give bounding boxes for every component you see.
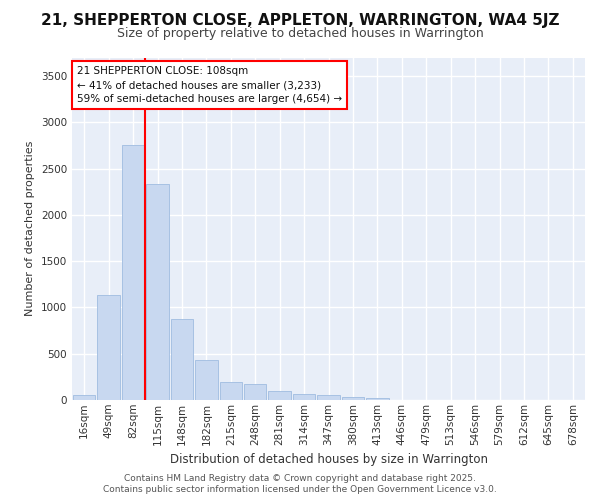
Bar <box>122 144 145 400</box>
Bar <box>317 396 340 400</box>
Text: Size of property relative to detached houses in Warrington: Size of property relative to detached ho… <box>116 28 484 40</box>
Bar <box>244 384 266 400</box>
Y-axis label: Number of detached properties: Number of detached properties <box>25 141 35 316</box>
X-axis label: Distribution of detached houses by size in Warrington: Distribution of detached houses by size … <box>170 453 487 466</box>
Text: 21 SHEPPERTON CLOSE: 108sqm
← 41% of detached houses are smaller (3,233)
59% of : 21 SHEPPERTON CLOSE: 108sqm ← 41% of det… <box>77 66 342 104</box>
Text: 21, SHEPPERTON CLOSE, APPLETON, WARRINGTON, WA4 5JZ: 21, SHEPPERTON CLOSE, APPLETON, WARRINGT… <box>41 12 559 28</box>
Bar <box>97 296 120 400</box>
Bar <box>220 382 242 400</box>
Bar <box>73 396 95 400</box>
Bar <box>268 391 291 400</box>
Bar <box>195 360 218 400</box>
Bar <box>170 318 193 400</box>
Text: Contains HM Land Registry data © Crown copyright and database right 2025.
Contai: Contains HM Land Registry data © Crown c… <box>103 474 497 494</box>
Bar <box>341 397 364 400</box>
Bar <box>293 394 316 400</box>
Bar <box>366 398 389 400</box>
Bar <box>146 184 169 400</box>
